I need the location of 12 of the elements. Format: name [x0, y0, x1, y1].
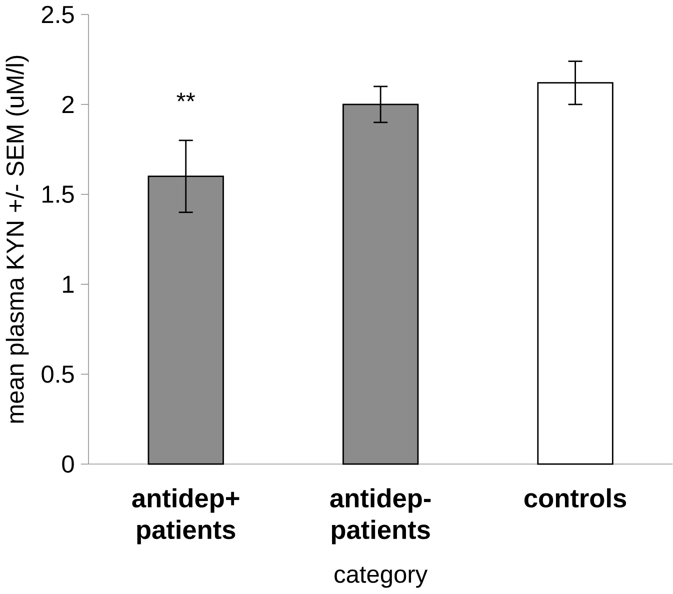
x-tick-label: antidep+ patients: [132, 488, 240, 544]
y-tick-label: 0.5: [42, 366, 74, 384]
annotation: **: [176, 92, 196, 102]
x-tick-label: controls: [524, 488, 626, 508]
x-tick-label: antidep- patients: [330, 488, 431, 544]
y-tick-label: 2: [62, 96, 74, 114]
y-tick-label: 0: [62, 456, 74, 473]
y-tick-label: 1: [63, 276, 74, 293]
y-tick-label: 2.5: [42, 6, 74, 24]
y-tick-label: 1.5: [42, 186, 74, 204]
y-axis-title: mean plasma KYN +/- SEM (uM/l): [6, 56, 29, 423]
x-axis-title: category: [334, 567, 428, 588]
